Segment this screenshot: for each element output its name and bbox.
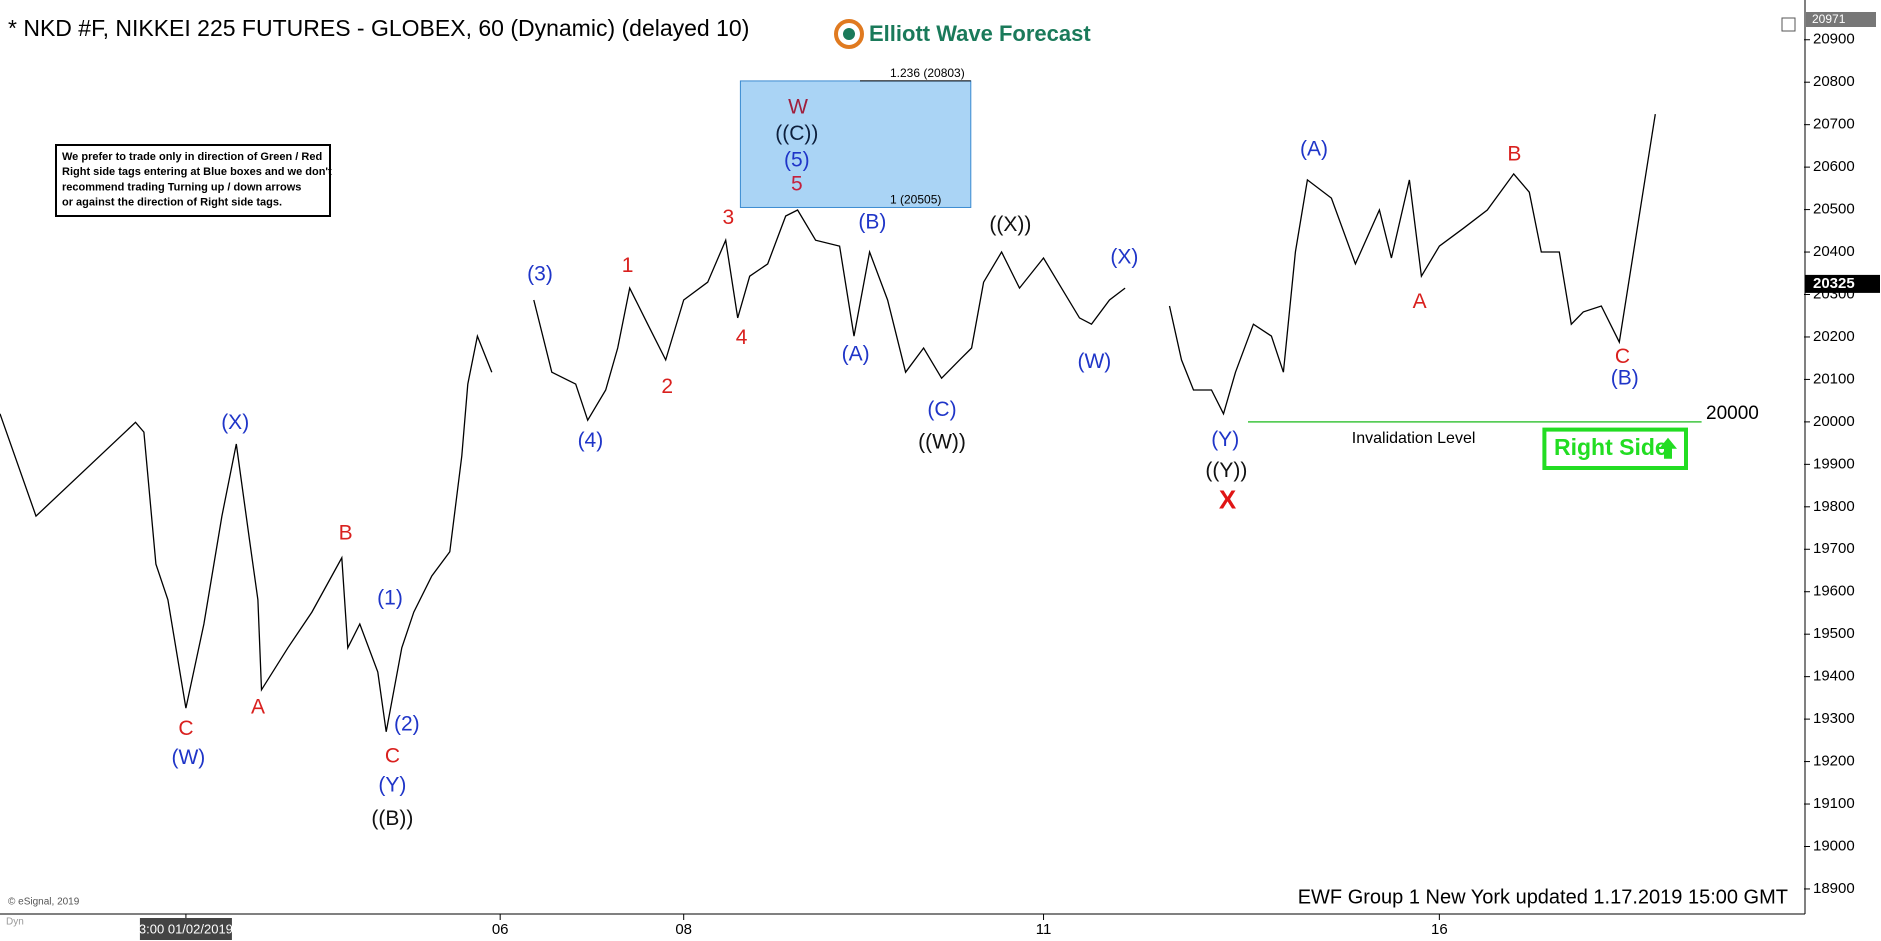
wave-label: 1	[622, 254, 634, 277]
note-frame	[55, 144, 331, 217]
corner-label: Dyn	[6, 917, 24, 928]
wave-label: (2)	[394, 712, 420, 735]
wave-label: (X)	[221, 411, 249, 434]
wave-label: B	[1507, 142, 1521, 165]
wave-label: (4)	[578, 429, 604, 452]
y-tick-label: 19900	[1813, 455, 1855, 472]
wave-label: A	[1413, 290, 1427, 313]
fib-bottom-label: 1 (20505)	[890, 193, 941, 207]
wave-label: ((Y))	[1205, 459, 1247, 482]
y-tick-label: 20800	[1813, 73, 1855, 90]
wave-label: C	[178, 717, 193, 740]
note-line: or against the direction of Right side t…	[62, 197, 282, 209]
top-value-tag	[1806, 12, 1876, 27]
wave-label: (A)	[842, 343, 870, 366]
wave-label: 5	[791, 172, 803, 195]
wave-label: A	[251, 696, 265, 719]
wave-label: (X)	[1110, 246, 1138, 269]
y-tick-label: 20700	[1813, 116, 1855, 133]
wave-label: (B)	[1611, 367, 1639, 390]
wave-label: 2	[661, 375, 673, 398]
last-price-tag	[1805, 274, 1880, 293]
y-tick-label: 19800	[1813, 498, 1855, 515]
x-tick-label: 08	[675, 921, 692, 938]
y-tick-label: 20900	[1813, 31, 1855, 48]
wave-label: (A)	[1300, 138, 1328, 161]
note-line: recommend trading Turning up / down arro…	[62, 181, 301, 193]
footer: EWF Group 1 New York updated 1.17.2019 1…	[1298, 886, 1788, 908]
note-box: We prefer to trade only in direction of …	[55, 144, 332, 217]
logo-icon	[843, 28, 855, 40]
last-price-label: 20325	[1813, 275, 1855, 292]
chart-title: * NKD #F, NIKKEI 225 FUTURES - GLOBEX, 6…	[8, 15, 749, 41]
x-tick-label: 06	[492, 921, 509, 938]
y-tick-label: 20100	[1813, 370, 1855, 387]
y-tick-label: 20500	[1813, 201, 1855, 218]
y-tick-label: 20400	[1813, 243, 1855, 260]
wave-label: 3	[723, 206, 735, 229]
x-tick-label-bg	[139, 918, 232, 940]
wave-label: (W)	[171, 746, 205, 769]
fib-top-label: 1.236 (20803)	[890, 66, 965, 80]
top-value-label: 20971	[1812, 12, 1846, 26]
wave-label: (5)	[784, 148, 810, 171]
wave-label: 4	[736, 326, 748, 349]
invalidation-text: Invalidation Level	[1352, 430, 1476, 447]
wave-label: (3)	[527, 262, 553, 285]
note-line: Right side tags entering at Blue boxes a…	[62, 166, 332, 178]
wave-label: (W)	[1077, 350, 1111, 373]
y-tick-label: 20600	[1813, 158, 1855, 175]
wave-label: ((B))	[371, 807, 413, 830]
wave-label: (C)	[927, 398, 956, 421]
x-tick-label: 3:00 01/02/2019	[139, 921, 233, 936]
y-tick-label: 19500	[1813, 625, 1855, 642]
wave-label: ((X))	[989, 213, 1031, 236]
invalidation-value: 20000	[1706, 403, 1759, 424]
logo: Elliott Wave Forecast	[834, 19, 1091, 49]
brand: Elliott Wave Forecast	[869, 21, 1091, 46]
note-line: We prefer to trade only in direction of …	[62, 151, 322, 163]
wave-label: (Y)	[1211, 428, 1239, 451]
x-tick-label: 16	[1431, 921, 1448, 938]
right-side-text: Right Side	[1554, 434, 1668, 460]
wave-label: (Y)	[378, 774, 406, 797]
y-tick-label: 19600	[1813, 583, 1855, 600]
y-tick-label: 19700	[1813, 540, 1855, 557]
wave-label: (1)	[377, 586, 403, 609]
wave-label: C	[385, 745, 400, 768]
wave-label: X	[1219, 484, 1237, 514]
y-tick-label: 19200	[1813, 753, 1855, 770]
y-tick-label: 19000	[1813, 837, 1855, 854]
wave-label: ((W))	[918, 430, 966, 453]
fib-box	[739, 80, 972, 208]
wave-label: (B)	[858, 211, 886, 234]
y-tick-label: 18900	[1813, 880, 1855, 897]
y-tick-label: 19300	[1813, 710, 1855, 727]
right-side-arrow	[1659, 437, 1677, 459]
y-tick-label: 19100	[1813, 795, 1855, 812]
wave-label: W	[788, 96, 808, 119]
y-tick-label: 19400	[1813, 668, 1855, 685]
wave-label: B	[339, 522, 353, 545]
right-side-frame	[1542, 427, 1689, 471]
copyright: © eSignal, 2019	[8, 897, 80, 908]
window-icon	[1781, 17, 1796, 32]
logo-icon	[834, 19, 864, 49]
wave-label: ((C))	[775, 122, 818, 145]
x-tick-label: 11	[1036, 921, 1052, 938]
wave-label: C	[1615, 345, 1630, 368]
y-tick-label: 20000	[1813, 413, 1855, 430]
y-tick-label: 20200	[1813, 328, 1855, 345]
price-line	[0, 113, 1656, 732]
